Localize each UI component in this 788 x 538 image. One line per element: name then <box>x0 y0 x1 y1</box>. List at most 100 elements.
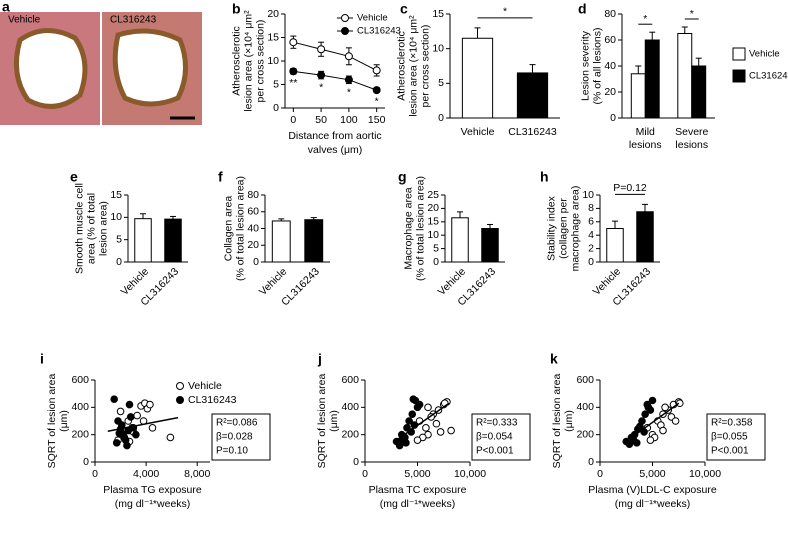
y-tick-label: 15 <box>427 216 439 228</box>
x-tick-label: 5,000 <box>404 468 430 480</box>
point <box>133 411 141 420</box>
y-tick-label: 0 <box>433 256 439 268</box>
stats-text: β=0.028 <box>216 432 253 443</box>
x-tick-label: 0 <box>362 468 368 480</box>
point <box>676 399 684 408</box>
y-axis-label: (collagen per <box>557 198 569 259</box>
legend-label: Vehicle <box>357 13 388 24</box>
y-tick-label: 0 <box>610 112 616 124</box>
y-axis-label: Smooth muscle cell <box>73 183 85 274</box>
x-tick-label: 0 <box>92 468 98 480</box>
series-line <box>293 70 377 91</box>
point <box>659 426 667 435</box>
image-label: Vehicle <box>8 15 41 26</box>
y-tick-label: 0 <box>253 256 259 268</box>
x-axis-label: Plasma TC exposure <box>369 484 467 496</box>
y-tick-label: 40 <box>604 60 616 72</box>
trendline <box>625 402 680 443</box>
y-axis-label: (μm) <box>328 410 340 432</box>
x-tick-label: lesions <box>675 139 708 151</box>
point <box>132 430 140 439</box>
legend-marker <box>176 396 184 404</box>
point <box>125 400 134 409</box>
bar <box>677 33 693 119</box>
point <box>422 424 430 432</box>
stats-box <box>471 413 531 461</box>
point <box>166 433 175 442</box>
point <box>115 429 124 438</box>
y-tick-label: 6 <box>588 216 594 228</box>
point <box>413 436 422 444</box>
legend-label: CL316243 <box>749 71 788 82</box>
y-tick-label: 0 <box>353 456 359 468</box>
bar <box>644 39 660 119</box>
x-tick-label: Mild <box>636 126 655 138</box>
trendline <box>107 416 179 432</box>
stats-text: β=0.054 <box>476 432 513 443</box>
y-axis-label: per cross section) <box>254 20 266 103</box>
x-tick-label: Vehicle <box>461 126 495 138</box>
trendline <box>396 402 450 441</box>
y-tick-label: 200 <box>71 428 89 440</box>
bar <box>304 219 324 263</box>
y-tick-label: 20 <box>427 202 439 214</box>
significance-label: P=0.12 <box>613 182 647 194</box>
significance-label: ** <box>289 77 297 89</box>
x-tick-label: Severe <box>675 126 708 138</box>
stats-text: β=0.055 <box>711 432 748 443</box>
point <box>408 410 417 418</box>
bar <box>134 218 152 263</box>
marker <box>289 38 298 47</box>
y-axis-label: Macrophage area <box>402 187 414 269</box>
significance-label: * <box>347 86 351 98</box>
y-axis-label: (μm) <box>58 410 70 432</box>
x-tick-label: 4,000 <box>133 468 159 480</box>
y-axis-label: Stability index <box>545 195 557 261</box>
point <box>632 439 641 447</box>
legend-label: CL316243 <box>357 26 401 37</box>
y-axis-label: SQRT of lesion area <box>551 373 563 468</box>
point <box>405 417 413 425</box>
y-tick-label: 60 <box>247 206 259 218</box>
x-tick-label: 5,000 <box>639 468 665 480</box>
x-axis-label: (mg dl⁻¹*weeks) <box>615 498 691 510</box>
legend-label: CL316243 <box>188 394 237 406</box>
bar <box>606 228 624 263</box>
y-tick-label: 0 <box>588 256 594 268</box>
x-tick-label: lesions <box>629 139 662 151</box>
y-tick-label: 5 <box>273 78 279 90</box>
panel-letter: e <box>70 169 78 185</box>
panel-letter: a <box>2 0 10 15</box>
y-tick-label: 600 <box>341 374 359 386</box>
y-tick-label: 0 <box>588 456 594 468</box>
panel-letter: j <box>317 351 322 367</box>
y-tick-label: 5 <box>116 233 122 245</box>
y-axis-label: area (% of total <box>85 193 97 264</box>
y-axis-label: (μm) <box>563 410 575 432</box>
significance-label: * <box>503 6 507 18</box>
y-tick-label: 400 <box>71 401 89 413</box>
y-axis-label: macrophage area) <box>569 186 581 272</box>
bar <box>516 72 549 119</box>
panel-letter: g <box>398 169 407 185</box>
x-tick-label: 50 <box>315 114 327 126</box>
x-tick-label: 8,000 <box>184 468 210 480</box>
legend-marker <box>341 14 349 22</box>
stats-text: P<0.001 <box>476 446 514 457</box>
y-tick-label: 15 <box>267 31 279 43</box>
x-tick-label: 150 <box>368 114 386 126</box>
bar <box>481 228 499 263</box>
point <box>126 413 135 421</box>
x-tick-label: 10,000 <box>454 468 486 480</box>
marker <box>317 45 326 54</box>
y-tick-label: 80 <box>604 8 616 20</box>
y-tick-label: 20 <box>247 239 259 251</box>
stats-text: R²=0.333 <box>476 418 518 429</box>
y-axis-label: SQRT of lesion area <box>316 373 328 468</box>
y-axis-label: lesion area) <box>97 201 109 256</box>
marker <box>372 86 381 95</box>
y-axis-label: Atherosclerotic <box>230 26 242 95</box>
y-tick-label: 10 <box>432 42 444 54</box>
histology-panel: a Vehicle CL316243 <box>0 0 202 125</box>
point <box>447 426 455 435</box>
